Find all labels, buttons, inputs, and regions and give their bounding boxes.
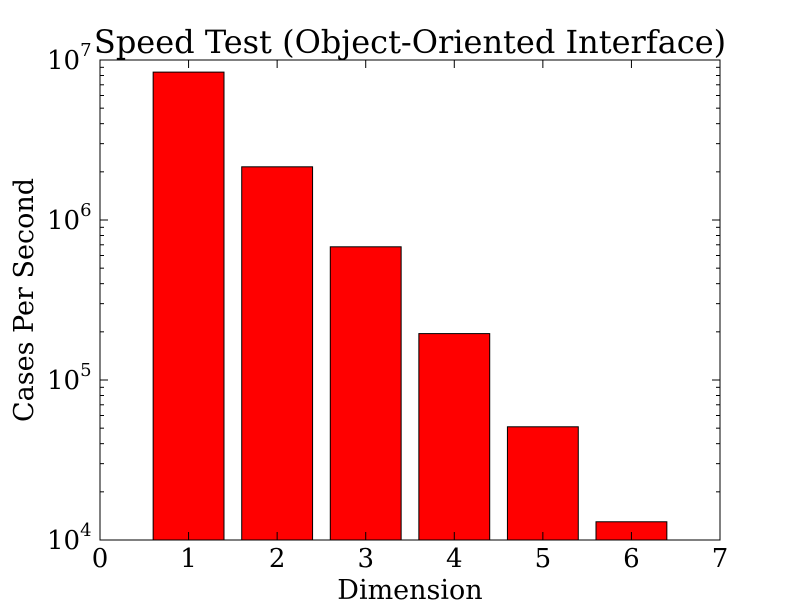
y-tick-label-5: 105 [47,360,92,396]
bar-dim-3 [329,246,402,541]
y-tick-exponent: 6 [80,200,91,221]
y-tick-labels: 104 105 106 107 [47,40,92,556]
x-tick-label-5: 5 [535,544,552,574]
x-tick-label-4: 4 [446,544,463,574]
x-tick-label-6: 6 [623,544,640,574]
y-tick-exponent: 4 [80,520,91,541]
chart-title: Speed Test (Object-Oriented Interface) [94,23,726,61]
y-tick-exponent: 7 [80,40,91,61]
x-tick-label-1: 1 [180,544,197,574]
y-tick-label-4: 104 [47,520,92,556]
x-tick-label-7: 7 [712,544,729,574]
x-tick-label-3: 3 [357,544,374,574]
plot-frame [99,59,721,541]
bar-dim-2 [241,166,314,541]
x-tick-label-0: 0 [92,544,109,574]
y-axis-label: Cases Per Second [9,178,40,422]
x-tick-label-2: 2 [269,544,286,574]
y-tick-label-7: 107 [47,40,92,76]
y-tick-exponent: 5 [80,360,91,381]
bar-dim-4 [418,333,491,541]
bar-dim-1 [152,71,225,541]
bars-group [152,71,668,541]
x-axis-label: Dimension [337,575,482,600]
x-tick-labels: 0 1 2 3 4 5 6 7 [92,544,729,574]
y-tick-label-6: 106 [47,200,92,236]
bar-dim-5 [506,426,579,541]
